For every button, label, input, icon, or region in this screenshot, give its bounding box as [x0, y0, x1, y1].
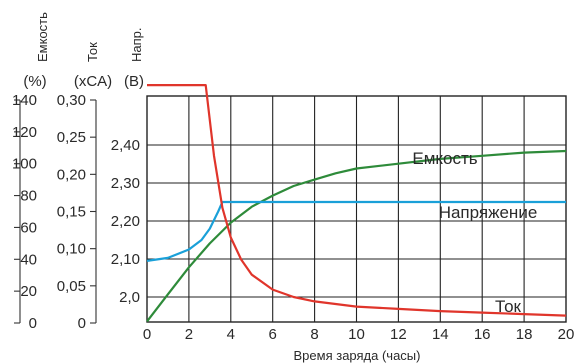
- current-tick-label: 0,20: [57, 166, 86, 183]
- current-tick-label: 0,05: [57, 278, 86, 295]
- x-tick-label: 10: [348, 326, 365, 343]
- series-label-capacity: Емкость: [412, 149, 477, 168]
- series-line-current: [147, 84, 567, 317]
- x-tick-label: 12: [390, 326, 407, 343]
- x-tick-label: 14: [432, 326, 449, 343]
- x-tick-label: 8: [310, 326, 318, 343]
- current-tick-label: 0,15: [57, 204, 86, 221]
- voltage-tick-label: 2,20: [111, 213, 140, 230]
- x-axis-title: Время заряда (часы): [294, 348, 421, 363]
- capacity-axis-title: Емкость: [35, 12, 50, 62]
- capacity-tick-label: 120: [12, 124, 37, 141]
- current-axis-title: Ток: [85, 42, 100, 62]
- series-label-current: Ток: [495, 297, 522, 316]
- x-tick-label: 18: [516, 326, 533, 343]
- series-line-capacity: [146, 149, 567, 323]
- capacity-tick-label: 20: [20, 283, 37, 300]
- series-curves: [146, 84, 567, 323]
- chart-axes: [14, 99, 97, 324]
- capacity-tick-label: 80: [20, 188, 37, 205]
- series-line-voltage: [146, 200, 566, 262]
- voltage-axis-title: Напр.: [129, 28, 144, 63]
- x-tick-label: 6: [269, 326, 277, 343]
- series-label-voltage: Напряжение: [439, 203, 538, 222]
- chart-labels: 0 2 4 6 8 10 12 14 16 18 20 Время заряда (часы) 0 20 4…: [12, 12, 574, 363]
- x-tick-label: 2: [185, 326, 193, 343]
- current-tick-label: 0,30: [57, 92, 86, 109]
- x-tick-label: 0: [143, 326, 151, 343]
- x-tick-label: 20: [558, 326, 575, 343]
- capacity-tick-label: 60: [20, 219, 37, 236]
- voltage-tick-label: 2,10: [111, 251, 140, 268]
- capacity-tick-label: 100: [12, 156, 37, 173]
- capacity-tick-label: 40: [20, 251, 37, 268]
- capacity-tick-label: 140: [12, 92, 37, 109]
- voltage-tick-label: 2,0: [119, 289, 140, 306]
- current-axis-unit: (xCA): [74, 73, 112, 90]
- capacity-axis-unit: (%): [23, 73, 46, 90]
- voltage-tick-label: 2,40: [111, 137, 140, 154]
- current-tick-label: 0,25: [57, 129, 86, 146]
- voltage-axis-unit: (В): [124, 73, 144, 90]
- x-tick-label: 4: [227, 326, 235, 343]
- chart-grid: [146, 95, 567, 323]
- x-tick-label: 16: [474, 326, 491, 343]
- current-tick-label: 0,10: [57, 241, 86, 258]
- capacity-tick-label: 0: [29, 315, 37, 332]
- voltage-tick-label: 2,30: [111, 175, 140, 192]
- current-tick-label: 0: [78, 315, 86, 332]
